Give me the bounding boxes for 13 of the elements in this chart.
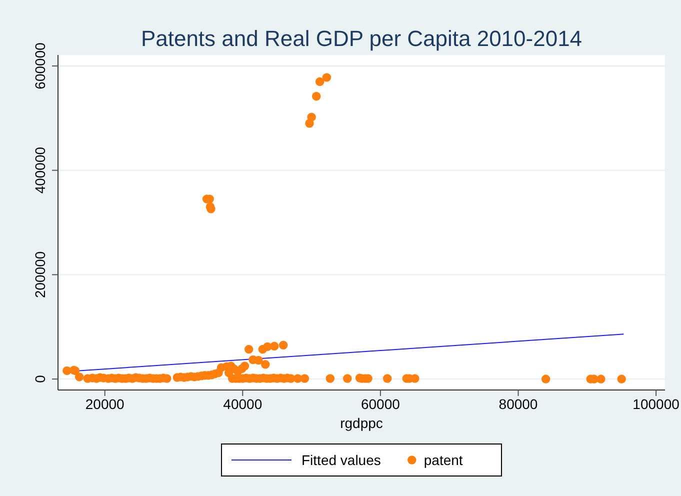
y-tick-label: 0 [32,374,48,383]
x-tick-label: 80000 [498,396,538,412]
x-tick-label: 20000 [85,396,125,412]
x-axis-title: rgdppc [340,415,383,431]
chart-title: Patents and Real GDP per Capita 2010-2014 [140,26,582,51]
y-tick-label: 600000 [32,42,48,90]
legend-label: Fitted values [302,452,381,468]
x-tick-label: 40000 [223,396,262,412]
y-tick-label: 200000 [32,251,48,298]
legend-label: patent [424,452,463,468]
x-tick-label: 100000 [632,396,680,412]
x-tick-label: 60000 [360,396,400,412]
y-tick-label: 400000 [32,146,48,194]
